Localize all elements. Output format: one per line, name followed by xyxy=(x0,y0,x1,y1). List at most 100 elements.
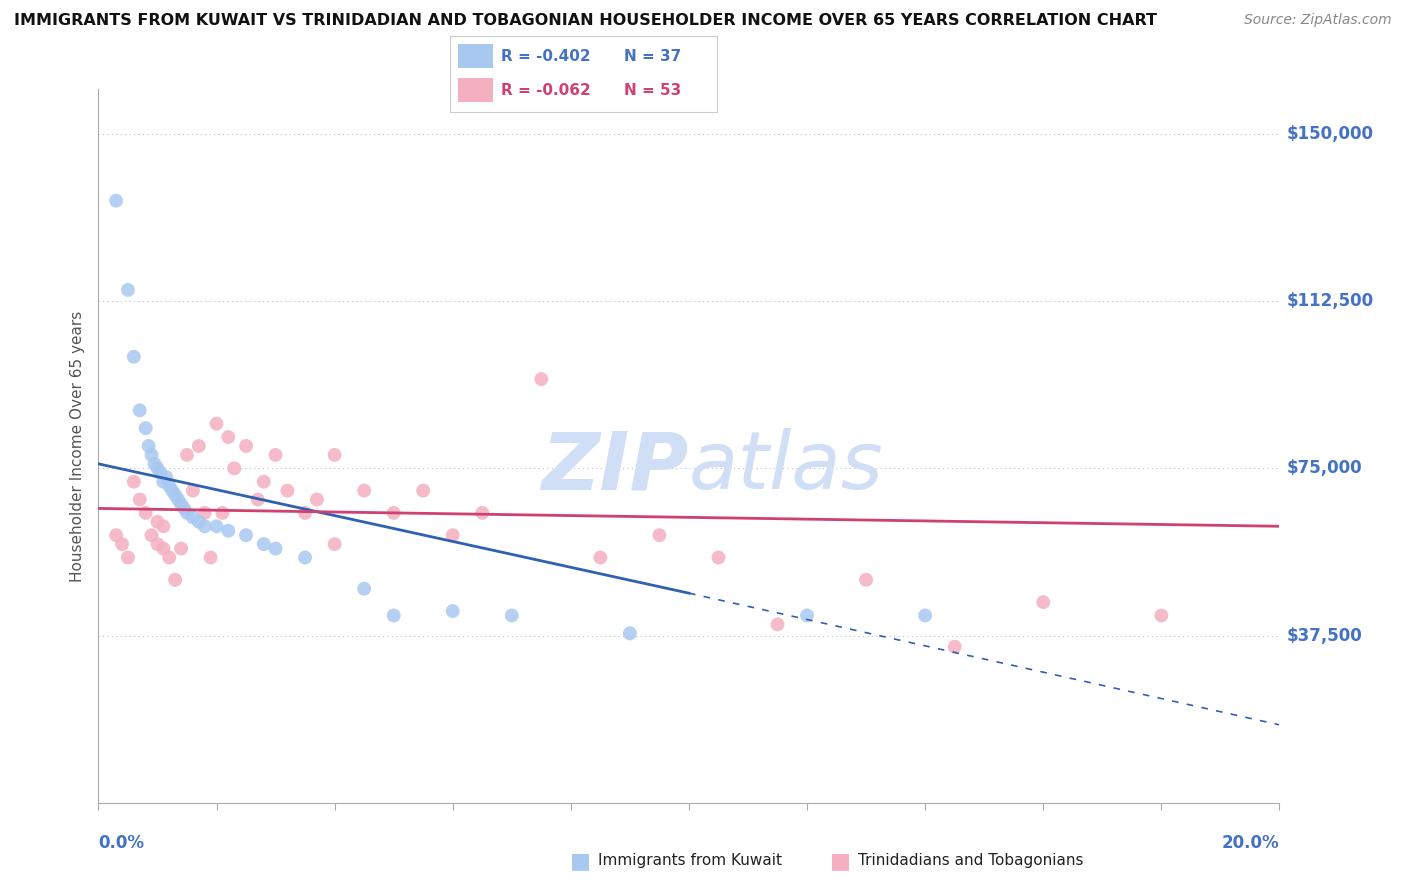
Point xyxy=(138,439,160,453)
Point xyxy=(162,483,183,498)
Point xyxy=(157,479,180,493)
Text: $75,000: $75,000 xyxy=(1286,459,1362,477)
Point xyxy=(170,497,193,511)
Point xyxy=(323,537,346,551)
Point xyxy=(176,448,198,462)
Point xyxy=(146,461,169,475)
Point xyxy=(589,550,612,565)
Point xyxy=(187,515,209,529)
Point xyxy=(117,550,139,565)
Point xyxy=(165,488,187,502)
Point xyxy=(382,608,405,623)
Point xyxy=(943,640,966,654)
Point xyxy=(530,372,553,386)
Point xyxy=(149,466,172,480)
Point xyxy=(200,550,222,565)
Text: N = 53: N = 53 xyxy=(624,83,681,98)
Point xyxy=(305,492,328,507)
Point xyxy=(181,510,204,524)
Point xyxy=(353,483,375,498)
Point xyxy=(105,528,128,542)
Point xyxy=(253,537,276,551)
Point xyxy=(152,475,174,489)
Point xyxy=(117,283,139,297)
Point xyxy=(766,617,789,632)
Text: N = 37: N = 37 xyxy=(624,49,681,63)
Point xyxy=(165,573,187,587)
Point xyxy=(235,439,257,453)
Text: ZIP: ZIP xyxy=(541,428,689,507)
Point xyxy=(264,541,287,556)
Point xyxy=(235,528,257,542)
Point xyxy=(253,475,276,489)
Text: atlas: atlas xyxy=(689,428,884,507)
Point xyxy=(294,550,316,565)
Point xyxy=(707,550,730,565)
Point xyxy=(173,501,195,516)
Point xyxy=(152,519,174,533)
Point xyxy=(176,506,198,520)
Text: Source: ZipAtlas.com: Source: ZipAtlas.com xyxy=(1244,13,1392,28)
Point xyxy=(382,506,405,520)
Point xyxy=(135,421,157,435)
Point xyxy=(157,550,180,565)
Point xyxy=(855,573,877,587)
Point xyxy=(1032,595,1054,609)
Point xyxy=(181,483,204,498)
Point xyxy=(264,448,287,462)
Point xyxy=(152,541,174,556)
Point xyxy=(796,608,818,623)
Text: R = -0.402: R = -0.402 xyxy=(501,49,591,63)
Point xyxy=(194,506,217,520)
Bar xyxy=(458,44,492,69)
Point xyxy=(170,541,193,556)
Point xyxy=(205,417,228,431)
Text: Trinidadians and Tobagonians: Trinidadians and Tobagonians xyxy=(858,854,1083,868)
Point xyxy=(412,483,434,498)
Point xyxy=(217,524,239,538)
Point xyxy=(1150,608,1173,623)
Point xyxy=(211,506,233,520)
Point xyxy=(194,519,217,533)
Text: IMMIGRANTS FROM KUWAIT VS TRINIDADIAN AND TOBAGONIAN HOUSEHOLDER INCOME OVER 65 : IMMIGRANTS FROM KUWAIT VS TRINIDADIAN AN… xyxy=(14,13,1157,29)
Point xyxy=(111,537,134,551)
Point xyxy=(105,194,128,208)
Point xyxy=(294,506,316,520)
Text: Immigrants from Kuwait: Immigrants from Kuwait xyxy=(598,854,782,868)
Text: R = -0.062: R = -0.062 xyxy=(501,83,591,98)
Text: 20.0%: 20.0% xyxy=(1222,834,1279,852)
Point xyxy=(914,608,936,623)
Point xyxy=(128,492,150,507)
Point xyxy=(323,448,346,462)
Point xyxy=(501,608,523,623)
Point xyxy=(441,604,464,618)
Text: $37,500: $37,500 xyxy=(1286,626,1362,645)
Point xyxy=(187,439,209,453)
Bar xyxy=(458,78,492,103)
Point xyxy=(141,528,163,542)
Point xyxy=(143,457,166,471)
Text: 0.0%: 0.0% xyxy=(98,834,145,852)
Point xyxy=(128,403,150,417)
Text: $112,500: $112,500 xyxy=(1286,292,1374,310)
Point xyxy=(122,350,145,364)
Point xyxy=(224,461,246,475)
Point xyxy=(122,475,145,489)
Text: ■: ■ xyxy=(569,851,591,871)
Point xyxy=(619,626,641,640)
Point xyxy=(471,506,494,520)
Point xyxy=(276,483,298,498)
Point xyxy=(246,492,269,507)
Point xyxy=(141,448,163,462)
Point xyxy=(205,519,228,533)
Point xyxy=(135,506,157,520)
Text: $150,000: $150,000 xyxy=(1286,125,1374,143)
Y-axis label: Householder Income Over 65 years: Householder Income Over 65 years xyxy=(70,310,86,582)
Point xyxy=(353,582,375,596)
Point xyxy=(167,492,190,507)
Text: ■: ■ xyxy=(830,851,851,871)
Point xyxy=(648,528,671,542)
Point xyxy=(146,515,169,529)
Point xyxy=(146,537,169,551)
Point xyxy=(217,430,239,444)
